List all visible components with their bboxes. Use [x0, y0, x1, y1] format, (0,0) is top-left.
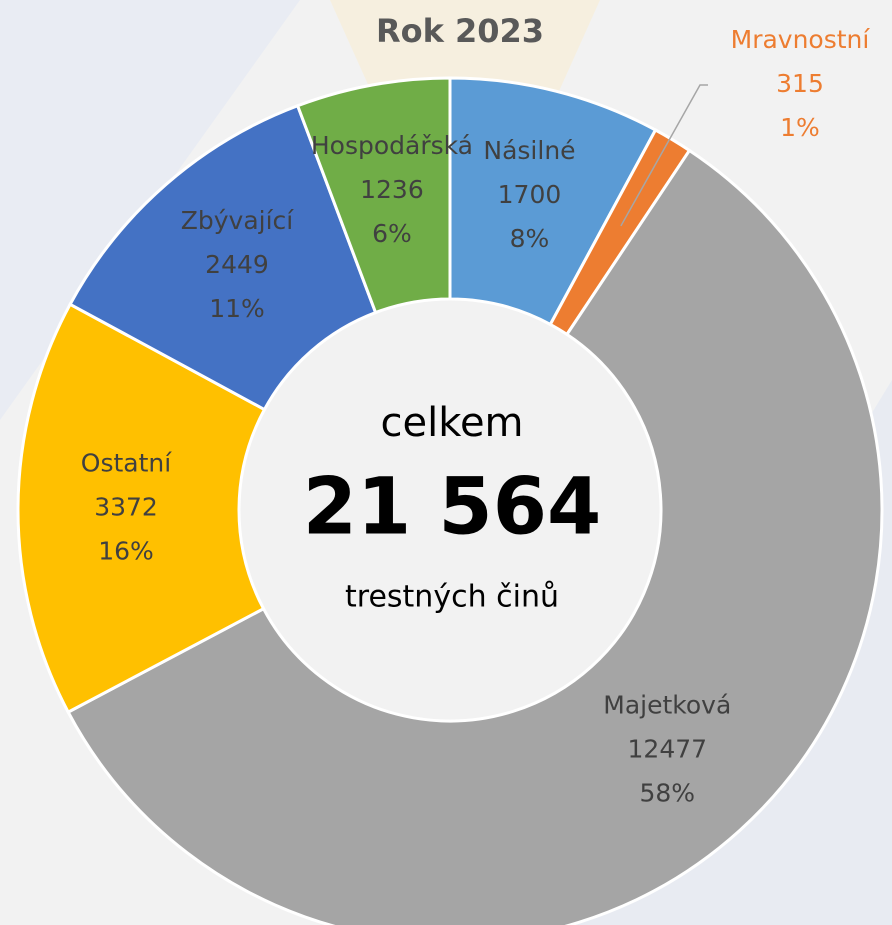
slice: [68, 103, 378, 412]
slice: [16, 302, 267, 715]
center-label: trestných činů: [345, 580, 559, 615]
percent-label: 8%: [510, 224, 550, 253]
value-label: 12477: [628, 734, 708, 763]
percent-label: 58%: [639, 778, 695, 807]
value-label: 1236: [360, 175, 424, 204]
chart-title: Rok 2023: [376, 12, 544, 50]
slice-label: Mravnostní: [731, 25, 871, 54]
center-total: 21 564: [303, 462, 602, 552]
percent-label: 1%: [780, 113, 820, 142]
percent-label: 11%: [209, 294, 265, 323]
slice-label: Zbývající: [181, 206, 295, 235]
slice: [295, 76, 452, 315]
value-label: 3372: [94, 492, 158, 521]
leader-line: [620, 84, 708, 227]
center-label: celkem: [380, 400, 523, 446]
value-label: 1700: [498, 180, 562, 209]
slice-label: Majetková: [603, 690, 731, 719]
slice: [66, 148, 884, 925]
slice-label: Násilné: [483, 136, 575, 165]
percent-label: 6%: [372, 219, 412, 248]
value-label: 315: [776, 69, 824, 98]
slice-label: Hospodářská: [311, 131, 473, 160]
slices: [16, 76, 884, 925]
value-label: 2449: [205, 250, 269, 279]
slice-label: Ostatní: [81, 448, 172, 477]
percent-label: 16%: [98, 536, 154, 565]
